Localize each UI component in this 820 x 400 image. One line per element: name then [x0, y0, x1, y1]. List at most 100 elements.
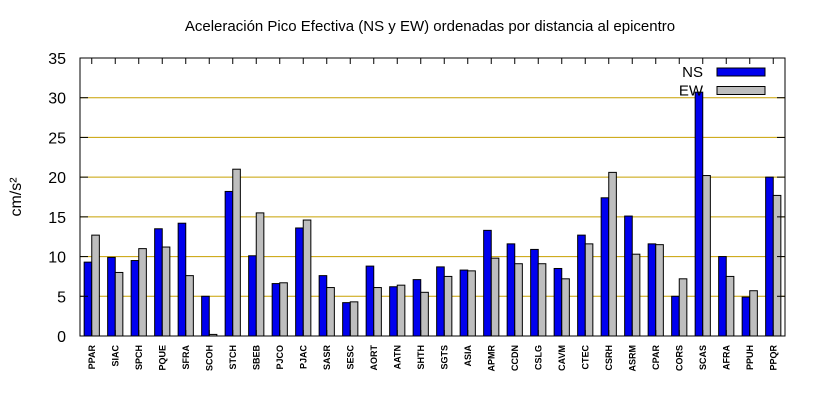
x-tick-label: AFRA [721, 345, 731, 370]
legend-swatch-ns [716, 67, 766, 77]
y-axis-label: cm/s² [8, 177, 25, 217]
bar-ns-scoh [201, 295, 210, 337]
bar-ns-pque [154, 228, 163, 337]
bar-ns-sbeb [248, 255, 257, 337]
bar-ew-stch [232, 168, 241, 337]
bar-ew-ppuh [749, 290, 758, 337]
bar-ns-spch [130, 260, 140, 337]
bar-ew-sfra [185, 275, 194, 337]
bar-ew-sasr [326, 287, 335, 337]
bar-ew-apmr [490, 257, 500, 337]
bar-ns-asia [459, 269, 469, 337]
x-tick-label: CAVM [557, 345, 567, 371]
bar-ns-pjco [271, 283, 281, 337]
x-tick-label: PJAC [298, 345, 308, 370]
bar-ns-cpar [647, 243, 657, 337]
x-tick-label: STCH [228, 345, 238, 370]
bar-ns-sesc [342, 302, 351, 337]
x-tick-label: SESC [345, 345, 355, 370]
x-tick-label: PPAR [87, 345, 97, 370]
bar-ns-cslg [530, 248, 539, 337]
x-tick-label: ASRM [627, 345, 637, 372]
bar-ew-pque [161, 246, 171, 337]
x-tick-label: SASR [322, 345, 332, 371]
y-tick-label: 35 [48, 51, 66, 68]
bar-ns-cavm [553, 267, 563, 337]
legend-label-ns: NS [682, 64, 703, 81]
x-tick-label: CORS [674, 345, 684, 371]
bar-ew-shth [420, 291, 429, 337]
legend-label-ew: EW [679, 83, 704, 100]
x-tick-label: CCDN [510, 345, 520, 371]
bar-ns-sgts [436, 266, 445, 337]
x-axis-ticks: PPAR SIAC SPCH PQUE SFRA SCOH STCH SBEB PJCO PJAC… [87, 58, 778, 372]
bar-ns-sasr [318, 275, 328, 337]
chart-title: Aceleración Pico Efectiva (NS y EW) orde… [185, 18, 675, 35]
bar-ew-cavm [561, 278, 570, 337]
x-tick-label: SIAC [110, 345, 120, 367]
bar-ns-sfra [177, 222, 187, 337]
y-tick-label: 10 [48, 250, 66, 267]
bars [83, 91, 782, 337]
x-tick-label: CSLG [533, 345, 543, 370]
bar-ns-apmr [483, 229, 492, 337]
x-tick-label: CTEC [580, 345, 590, 370]
x-tick-label: SHTH [416, 345, 426, 370]
y-tick-label: 30 [48, 91, 66, 108]
x-tick-label: ASIA [463, 345, 473, 367]
bar-ew-sgts [443, 275, 453, 337]
legend-swatch-ew [716, 86, 766, 95]
bar-ns-shth [412, 279, 422, 337]
bar-ew-sbeb [255, 212, 265, 337]
bar-ew-siac [114, 271, 124, 337]
bar-ew-cslg [537, 263, 547, 337]
y-tick-label: 5 [57, 289, 66, 306]
bar-ns-aatn [389, 286, 398, 337]
bar-ns-aort [365, 265, 375, 337]
bar-ns-afra [718, 256, 727, 337]
y-tick-label: 25 [48, 130, 66, 147]
bar-ew-scas [702, 175, 711, 337]
bar-ns-csrh [600, 197, 610, 337]
grid-lines [80, 97, 785, 297]
y-tick-label: 20 [48, 170, 66, 187]
bar-ew-aort [373, 287, 382, 337]
bar-ns-siac [107, 256, 116, 337]
y-tick-label: 15 [48, 210, 66, 227]
bar-ew-asia [467, 270, 476, 337]
y-axis-ticks: 0 5 10 15 20 25 30 35 [48, 51, 785, 346]
bar-ew-pjco [279, 282, 288, 337]
bar-ew-sesc [349, 301, 359, 337]
x-tick-label: SBEB [251, 345, 261, 371]
x-tick-label: CSRH [604, 345, 614, 371]
bar-ew-ctec [584, 243, 594, 337]
bar-ew-csrh [608, 171, 617, 337]
x-tick-label: PJCO [275, 345, 285, 370]
bar-ns-pjac [295, 227, 304, 337]
x-tick-label: SFRA [181, 345, 191, 370]
bar-ew-ppar [91, 234, 100, 337]
x-tick-label: PQUE [157, 345, 167, 371]
bar-ns-cors [671, 295, 680, 337]
bar-ns-ppar [83, 261, 93, 337]
legend: NS EW [679, 64, 766, 100]
bar-ew-spch [138, 248, 147, 337]
bar-ew-cpar [655, 244, 664, 337]
bar-ew-cors [678, 278, 688, 337]
bar-ns-ctec [577, 234, 586, 337]
y-tick-label: 0 [57, 329, 66, 346]
x-tick-label: SCOH [204, 345, 214, 371]
bar-ew-aatn [396, 284, 406, 337]
bar-ns-ppuh [741, 296, 751, 337]
bar-ew-pjac [302, 219, 312, 337]
x-tick-label: PPQR [768, 345, 778, 371]
bar-ew-afra [725, 275, 735, 337]
x-tick-label: SPCH [134, 345, 144, 370]
plot-frame [79, 57, 786, 337]
bar-ns-stch [224, 190, 234, 337]
x-tick-label: PPUH [745, 345, 755, 370]
bar-ew-asrm [631, 253, 641, 337]
bar-ns-asrm [624, 215, 633, 337]
x-tick-label: AORT [369, 345, 379, 371]
